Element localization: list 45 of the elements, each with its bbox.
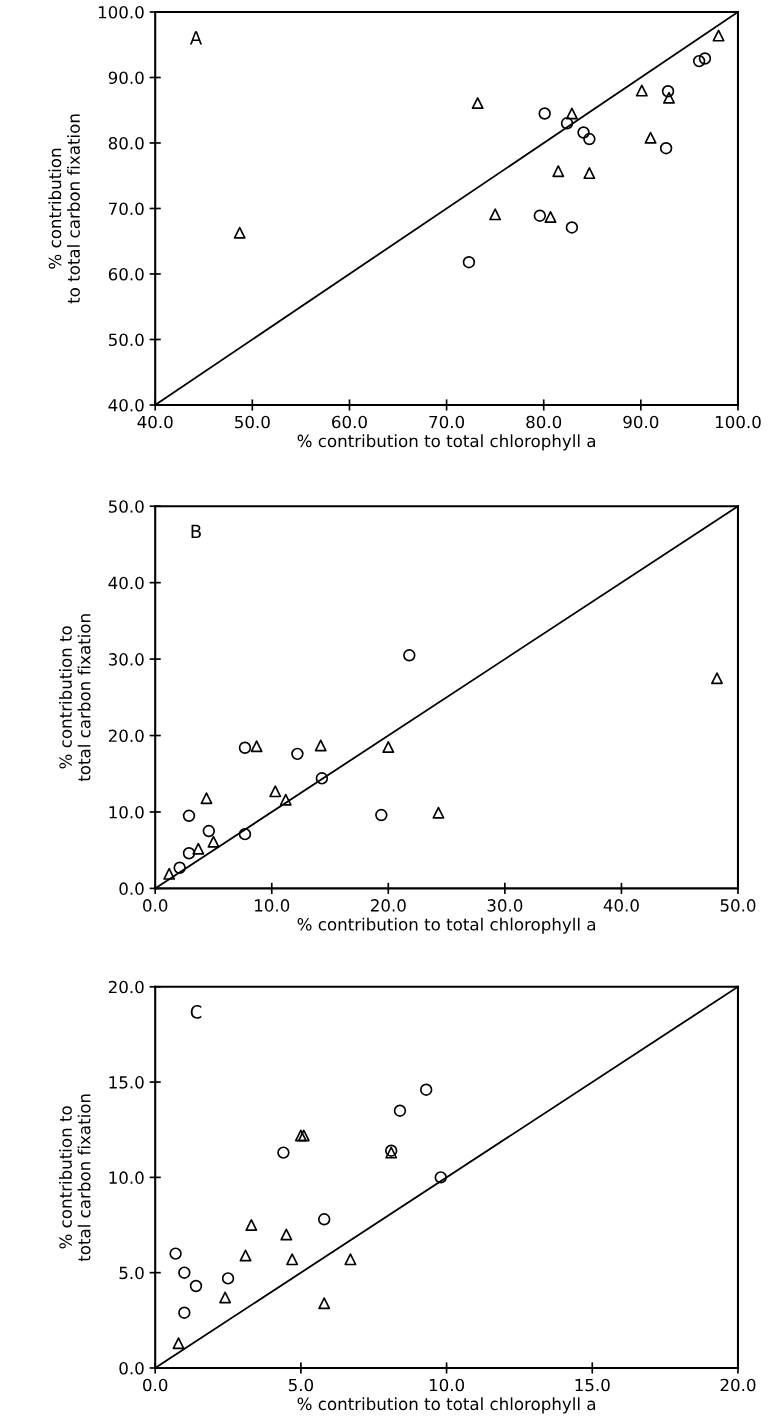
y-axis-title: % contribution to total carbon fixation [48,114,80,304]
x-tick-label: 70.0 [429,415,465,429]
x-tick-label: 90.0 [623,415,659,429]
y-axis-title: % contribution to total carbon fixation [58,1094,91,1262]
y-tick-label: 60.0 [108,267,144,281]
x-tick-label: 20.0 [720,1378,756,1392]
x-tick-label: 0.0 [143,1378,168,1392]
x-tick-label: 0.0 [143,899,168,912]
y-tick-label: 50.0 [108,500,144,513]
y-tick-label: 0.0 [119,882,144,895]
y-tick-label: 80.0 [108,136,144,150]
x-tick-label: 100.0 [715,415,761,429]
y-tick-label: 0.0 [119,1361,144,1375]
y-tick-label: 40.0 [108,398,144,412]
x-tick-label: 50.0 [235,415,270,429]
y-tick-label: 100.0 [98,5,144,19]
y-tick-label: 50.0 [108,333,144,347]
y-tick-label: 10.0 [109,805,144,819]
y-tick-label: 20.0 [108,980,144,994]
y-tick-label: 40.0 [108,576,144,590]
annotation: C [190,1005,202,1019]
y-tick-label: 15.0 [109,1076,144,1089]
x-tick-label: 40.0 [603,899,639,912]
x-tick-label: 50.0 [720,899,756,912]
x-axis-title: % contribution to total chlorophyll a [297,917,596,934]
x-axis-title: % contribution to total chlorophyll a [297,434,596,451]
x-tick-label: 20.0 [370,899,406,912]
x-tick-label: 10.0 [429,1378,465,1392]
y-axis-title: % contribution to total carbon fixation [58,614,91,782]
y-tick-label: 5.0 [119,1266,144,1280]
annotation: B [191,524,201,538]
y-tick-label: 30.0 [108,653,144,666]
x-axis-title: % contribution to total chlorophyll a [297,1397,596,1414]
x-tick-label: 10.0 [255,899,290,912]
x-tick-label: 30.0 [487,899,523,912]
y-tick-label: 90.0 [108,71,144,85]
y-tick-label: 70.0 [109,202,144,216]
y-tick-label: 10.0 [109,1171,144,1184]
x-tick-label: 60.0 [332,415,367,429]
annotation: A [189,31,203,45]
x-tick-label: 15.0 [575,1378,610,1392]
x-tick-label: 40.0 [137,415,173,429]
x-tick-label: 5.0 [288,1378,314,1392]
x-tick-label: 80.0 [526,415,562,429]
y-tick-label: 20.0 [108,729,144,743]
